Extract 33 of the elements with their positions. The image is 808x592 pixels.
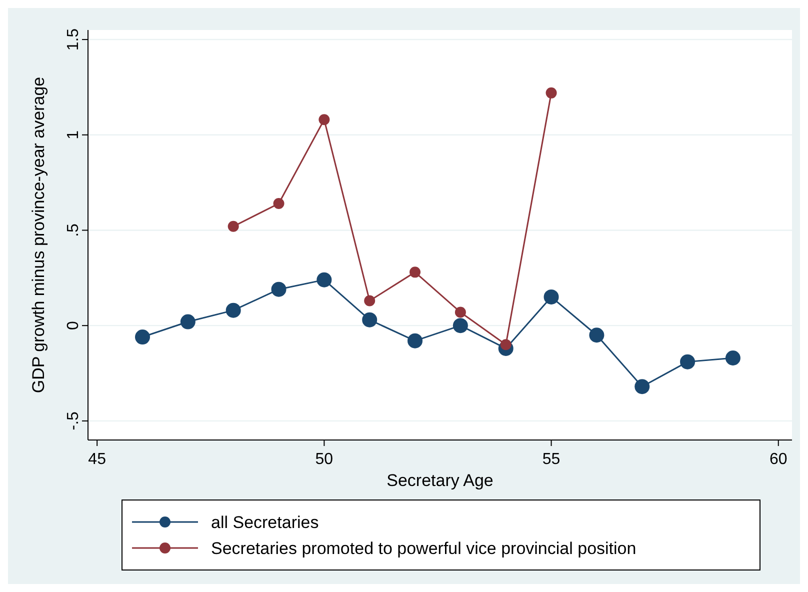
point xyxy=(271,282,286,297)
legend-label: all Secretaries xyxy=(211,513,319,532)
x-tick-label: 45 xyxy=(88,451,106,468)
y-tick-label: 1 xyxy=(65,130,82,140)
point xyxy=(226,302,241,318)
point xyxy=(362,312,378,328)
point xyxy=(589,328,604,343)
point xyxy=(546,87,557,98)
x-tick-label: 60 xyxy=(769,451,788,468)
x-axis-title: Secretary Age xyxy=(386,471,494,490)
point xyxy=(180,314,196,330)
point xyxy=(410,266,421,278)
y-tick-label: -.5 xyxy=(65,411,82,430)
point xyxy=(544,289,559,304)
point xyxy=(725,350,740,366)
point xyxy=(452,318,468,334)
legend-label: Secretaries promoted to powerful vice provincial position xyxy=(211,539,636,558)
point xyxy=(454,306,466,318)
y-tick-label: 0 xyxy=(65,321,82,330)
point xyxy=(318,114,330,126)
point xyxy=(316,272,332,288)
y-tick-label: 1.5 xyxy=(65,28,82,51)
x-tick-label: 55 xyxy=(542,451,560,468)
y-tick-label: .5 xyxy=(65,223,82,237)
y-axis-title: GDP growth minus province-year average xyxy=(29,76,48,394)
point xyxy=(408,333,423,348)
x-tick-label: 50 xyxy=(315,451,334,468)
point xyxy=(228,220,239,232)
point xyxy=(135,330,150,345)
point xyxy=(364,295,376,306)
point xyxy=(634,379,650,394)
point xyxy=(680,354,696,370)
point xyxy=(273,198,284,210)
